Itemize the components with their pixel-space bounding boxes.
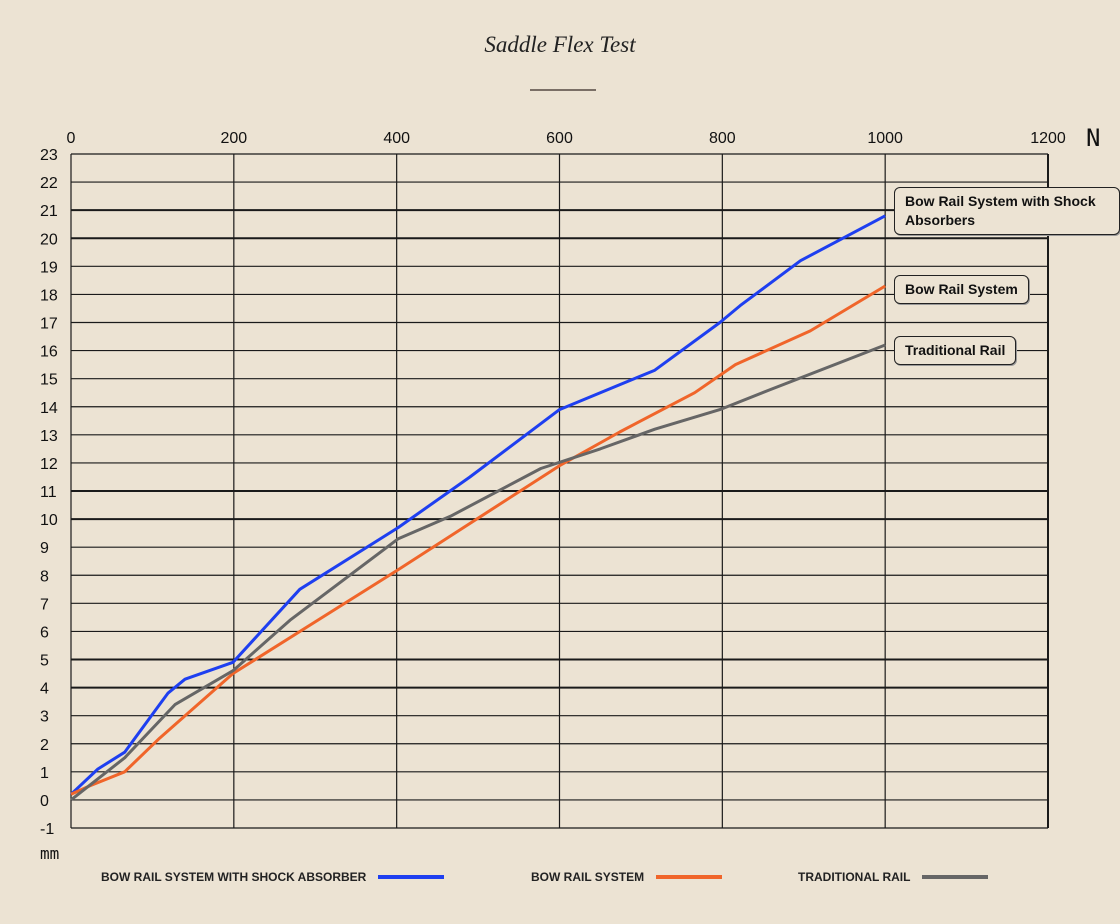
y-tick-label: 9: [40, 540, 49, 557]
x-axis-unit: N: [1086, 124, 1100, 152]
legend-item-bow-rail: BOW RAIL SYSTEM: [531, 870, 723, 884]
legend-swatch: [378, 875, 445, 879]
y-tick-label: 10: [40, 512, 58, 529]
legend-swatch: [656, 875, 723, 879]
y-tick-label: 6: [40, 624, 49, 641]
chart-title: Saddle Flex Test: [484, 32, 636, 57]
y-tick-label: 1: [40, 765, 49, 782]
y-tick-label: 18: [40, 287, 58, 304]
series-line-1: [70, 284, 886, 796]
legend-item-shock-absorber: BOW RAIL SYSTEM WITH SHOCK ABSORBER: [101, 870, 445, 884]
y-tick-label: -1: [40, 821, 54, 838]
y-tick-label: 12: [40, 456, 58, 473]
legend-label: TRADITIONAL RAIL: [798, 870, 911, 884]
y-tick-label: 15: [40, 372, 58, 389]
y-tick-label: 0: [40, 793, 49, 810]
y-tick-label: 14: [40, 400, 58, 417]
y-tick-label: 11: [40, 484, 57, 501]
series-line-2: [70, 343, 886, 802]
y-tick-label: 5: [40, 653, 49, 670]
title-divider: [530, 89, 596, 91]
y-tick-label: 13: [40, 428, 58, 445]
series-line-0: [69, 214, 886, 796]
legend-swatch: [922, 875, 989, 879]
x-tick-label: 0: [67, 130, 76, 147]
x-tick-label: 800: [709, 130, 736, 147]
y-tick-label: 22: [40, 175, 58, 192]
y-tick-label: 4: [40, 681, 49, 698]
x-tick-label: 200: [220, 130, 247, 147]
x-tick-label: 1200: [1030, 130, 1066, 147]
y-tick-label: 19: [40, 259, 58, 276]
y-tick-label: 23: [40, 147, 58, 164]
y-tick-label: 2: [40, 737, 49, 754]
callout-traditional-rail: Traditional Rail: [894, 336, 1017, 365]
y-tick-label: 21: [40, 203, 58, 220]
callout-bow-rail: Bow Rail System: [894, 275, 1029, 304]
y-tick-label: 8: [40, 568, 49, 585]
x-tick-label: 600: [546, 130, 573, 147]
legend-label: BOW RAIL SYSTEM: [531, 870, 645, 884]
y-tick-label: 16: [40, 344, 58, 361]
y-tick-label: 3: [40, 709, 49, 726]
y-tick-label: 17: [40, 316, 58, 333]
x-tick-label: 400: [383, 130, 410, 147]
callout-shock-absorbers: Bow Rail System with Shock Absorbers: [894, 187, 1120, 235]
x-tick-label: 1000: [867, 130, 903, 147]
legend-label: BOW RAIL SYSTEM WITH SHOCK ABSORBER: [101, 870, 367, 884]
legend-item-traditional: TRADITIONAL RAIL: [798, 870, 989, 884]
y-tick-label: 7: [40, 596, 49, 613]
y-axis-unit: mm: [40, 844, 59, 863]
y-tick-label: 20: [40, 231, 58, 248]
